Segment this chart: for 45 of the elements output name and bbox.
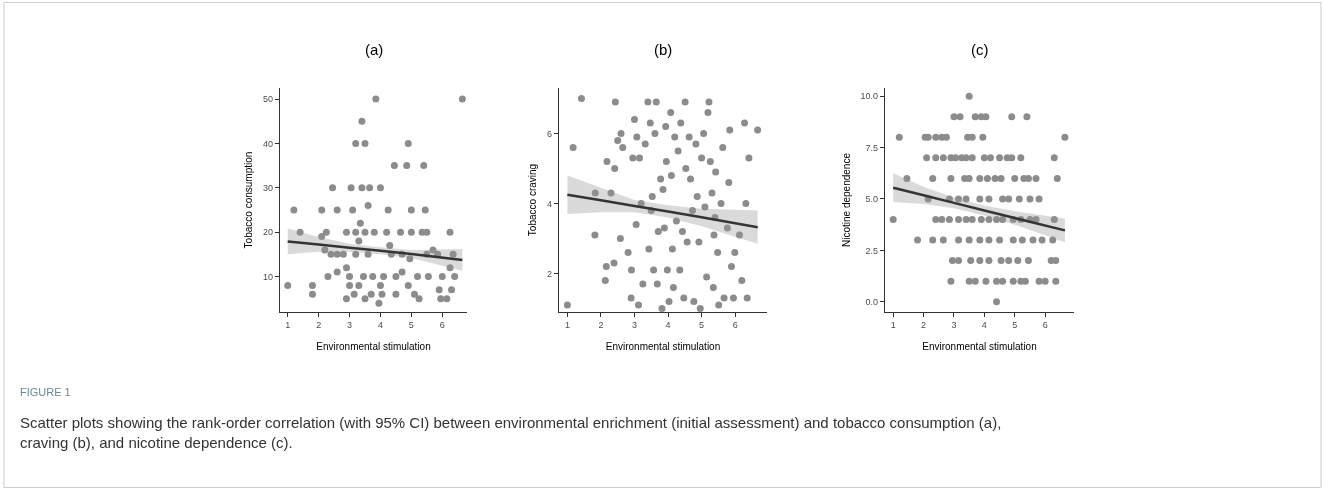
x-tick-label: 5 xyxy=(408,320,414,330)
x-tick-label: 6 xyxy=(439,320,445,330)
x-tick-label: 1 xyxy=(890,320,896,330)
x-tick-label: 3 xyxy=(631,320,637,330)
x-tick-label: 6 xyxy=(732,320,738,330)
x-axis-title: Environmental stimulation xyxy=(316,341,431,353)
x-tick-label: 4 xyxy=(981,320,987,330)
y-axis-title: Tobacco craving xyxy=(527,163,539,237)
text: Scatter plots showing the rank-order correlation (with 95% CI) between environmental enrichment (initial assessment) and tobacco consumption (a), craving (b), and nicotine dependence (c). xyxy=(20,414,1002,451)
x-tick-label: 4 xyxy=(665,320,671,330)
x-tick-label: 1 xyxy=(564,320,570,330)
y-axis-title: Tobacco consumption xyxy=(243,151,255,249)
x-tick-label: 6 xyxy=(1042,320,1048,330)
y-tick-label: 40 xyxy=(262,138,273,149)
line-series xyxy=(891,186,1067,232)
y-tick-label: 5.0 xyxy=(865,194,878,205)
y-tick-label: 30 xyxy=(262,182,273,193)
x-tick-label: 1 xyxy=(285,320,291,330)
y-tick-label: 2.5 xyxy=(865,245,878,256)
y-tick-label: 20 xyxy=(262,227,273,238)
y-axis-title: Nicotine dependence xyxy=(840,152,852,247)
chart-title: (a) xyxy=(365,41,384,58)
y-tick-label: 0.0 xyxy=(865,296,878,307)
y-tick-label: 7.5 xyxy=(865,142,878,153)
line-series xyxy=(286,240,464,262)
x-axis-title: Environmental stimulation xyxy=(605,341,721,353)
y-tick-label: 50 xyxy=(262,94,273,105)
y-tick-label: 2 xyxy=(546,268,552,279)
caption: FIGURE 1 xyxy=(20,386,71,398)
y-tick-label: 6 xyxy=(546,128,552,139)
y-tick-label: 10.0 xyxy=(860,91,878,102)
x-tick-label: 3 xyxy=(347,320,353,330)
x-tick-label: 2 xyxy=(316,320,322,330)
chart-title: (b) xyxy=(654,41,673,58)
x-tick-label: 3 xyxy=(951,320,957,330)
x-tick-label: 5 xyxy=(1012,320,1018,330)
x-tick-label: 2 xyxy=(598,320,604,330)
x-tick-label: 4 xyxy=(377,320,383,330)
x-tick-label: 2 xyxy=(921,320,927,330)
line-series xyxy=(566,193,759,229)
x-axis-title: Environmental stimulation xyxy=(922,341,1037,353)
y-tick-label: 10 xyxy=(262,271,273,282)
x-tick-label: 5 xyxy=(699,320,705,330)
chart-title: (c) xyxy=(971,41,989,58)
y-tick-label: 4 xyxy=(546,198,552,209)
